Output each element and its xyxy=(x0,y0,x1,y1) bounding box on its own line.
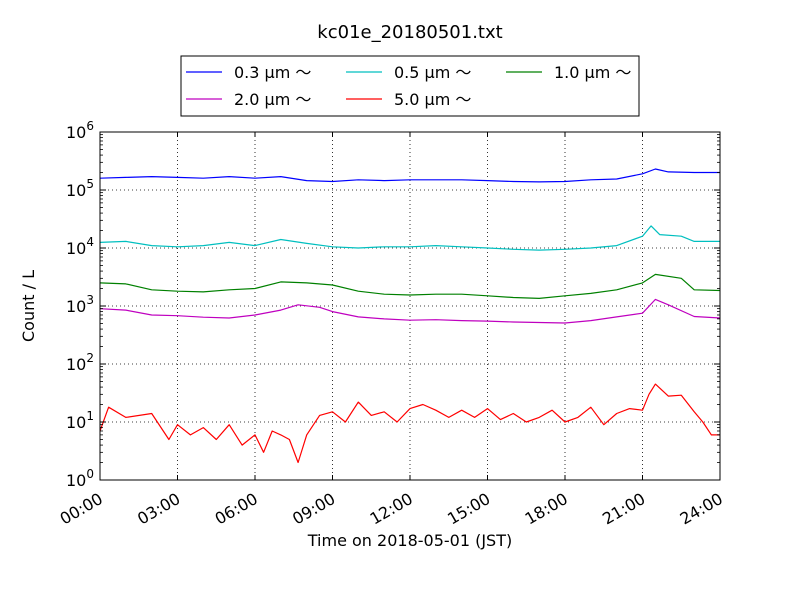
x-tick-label: 06:00 xyxy=(212,489,261,529)
x-tick-label: 24:00 xyxy=(677,489,726,529)
x-tick-label: 12:00 xyxy=(367,489,416,529)
y-tick-label: 104 xyxy=(66,235,94,258)
legend-label: 0.3 μm ～ xyxy=(234,63,311,82)
y-tick-label: 106 xyxy=(66,119,94,142)
x-tick-label: 15:00 xyxy=(444,489,493,529)
x-tick-label: 21:00 xyxy=(599,489,648,529)
legend-box xyxy=(180,55,640,117)
x-tick-label: 18:00 xyxy=(522,489,571,529)
x-tick-label: 03:00 xyxy=(134,489,183,529)
y-tick-label: 103 xyxy=(66,293,94,316)
x-axis-label: Time on 2018-05-01 (JST) xyxy=(307,531,512,550)
series-line xyxy=(99,383,720,464)
legend: 0.3 μm ～ 0.5 μm ～ 1.0 μm ～ 2.0 μm ～ 5.0 μm ～ xyxy=(180,55,640,117)
legend-label: 2.0 μm ～ xyxy=(234,90,311,109)
series-line xyxy=(99,168,720,183)
y-tick-label: 100 xyxy=(66,467,94,490)
y-axis-label: Count / L xyxy=(19,270,38,342)
y-tick-label: 105 xyxy=(66,177,94,200)
x-tick-label: 00:00 xyxy=(57,489,106,529)
x-tick-label: 09:00 xyxy=(289,489,338,529)
series-line xyxy=(99,298,721,324)
series-lines xyxy=(99,168,721,464)
legend-label: 1.0 μm ～ xyxy=(554,63,631,82)
series-line xyxy=(99,273,721,299)
legend-label: 0.5 μm ～ xyxy=(394,63,471,82)
grid-lines xyxy=(100,132,720,480)
legend-label: 5.0 μm ～ xyxy=(394,90,471,109)
y-tick-label: 101 xyxy=(66,409,94,432)
chart-title: kc01e_20180501.txt xyxy=(317,22,502,43)
y-tick-label: 102 xyxy=(66,351,94,374)
series-line xyxy=(99,225,720,251)
